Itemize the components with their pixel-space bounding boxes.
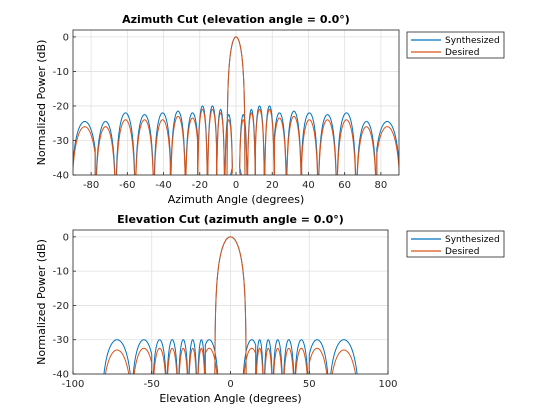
series-line-desired: [73, 36, 399, 175]
x-tick-label: 100: [378, 379, 397, 390]
legend-box: [406, 230, 505, 258]
x-tick-label: -100: [62, 379, 85, 390]
y-tick-label: -30: [53, 335, 69, 346]
legend-label: Synthesized: [445, 36, 500, 46]
y-tick-label: 0: [63, 232, 69, 243]
series-line-desired: [104, 236, 357, 374]
y-tick-label: -30: [53, 136, 69, 147]
legend: Synthesized Desired: [406, 31, 505, 59]
x-tick-label: 60: [338, 180, 351, 191]
x-tick-label: 0: [233, 180, 239, 191]
x-tick-label: 0: [227, 379, 233, 390]
legend-label: Synthesized: [445, 235, 500, 245]
y-axis-label: Normalized Power (dB): [35, 239, 48, 365]
x-axis-label: Azimuth Angle (degrees): [168, 193, 305, 206]
x-tick-label: 50: [303, 379, 316, 390]
chart-title: Azimuth Cut (elevation angle = 0.0°): [122, 13, 350, 26]
x-tick-label: -50: [144, 379, 160, 390]
y-tick-label: 0: [63, 32, 69, 43]
x-tick-label: 80: [375, 180, 388, 191]
x-axis-label: Elevation Angle (degrees): [159, 392, 301, 405]
legend: Synthesized Desired: [406, 230, 505, 258]
x-tick-label: -80: [83, 180, 99, 191]
y-tick-label: -10: [53, 267, 69, 278]
x-tick-label: -60: [119, 180, 135, 191]
chart-1: -80 -60 -40 -20 0 20 40 60 80 0 -10 -20 -30 -40 Azimut…: [35, 13, 505, 206]
y-tick-label: -40: [53, 370, 69, 381]
y-tick-label: -10: [53, 67, 69, 78]
y-tick-label: -20: [53, 101, 69, 112]
x-tick-label: -20: [192, 180, 208, 191]
x-tick-label: -40: [155, 180, 171, 191]
y-tick-label: -40: [53, 171, 69, 182]
legend-box: [406, 31, 505, 59]
legend-label: Desired: [445, 48, 479, 58]
x-tick-label: 20: [266, 180, 279, 191]
y-axis-label: Normalized Power (dB): [35, 40, 48, 166]
x-tick-label: 40: [302, 180, 315, 191]
legend-label: Desired: [445, 247, 479, 257]
chart-2: -100 -50 0 50 100 0 -10 -20 -30 -40 Elevation Cut …: [35, 213, 505, 405]
y-tick-label: -20: [53, 301, 69, 312]
chart-title: Elevation Cut (azimuth angle = 0.0°): [117, 213, 344, 226]
